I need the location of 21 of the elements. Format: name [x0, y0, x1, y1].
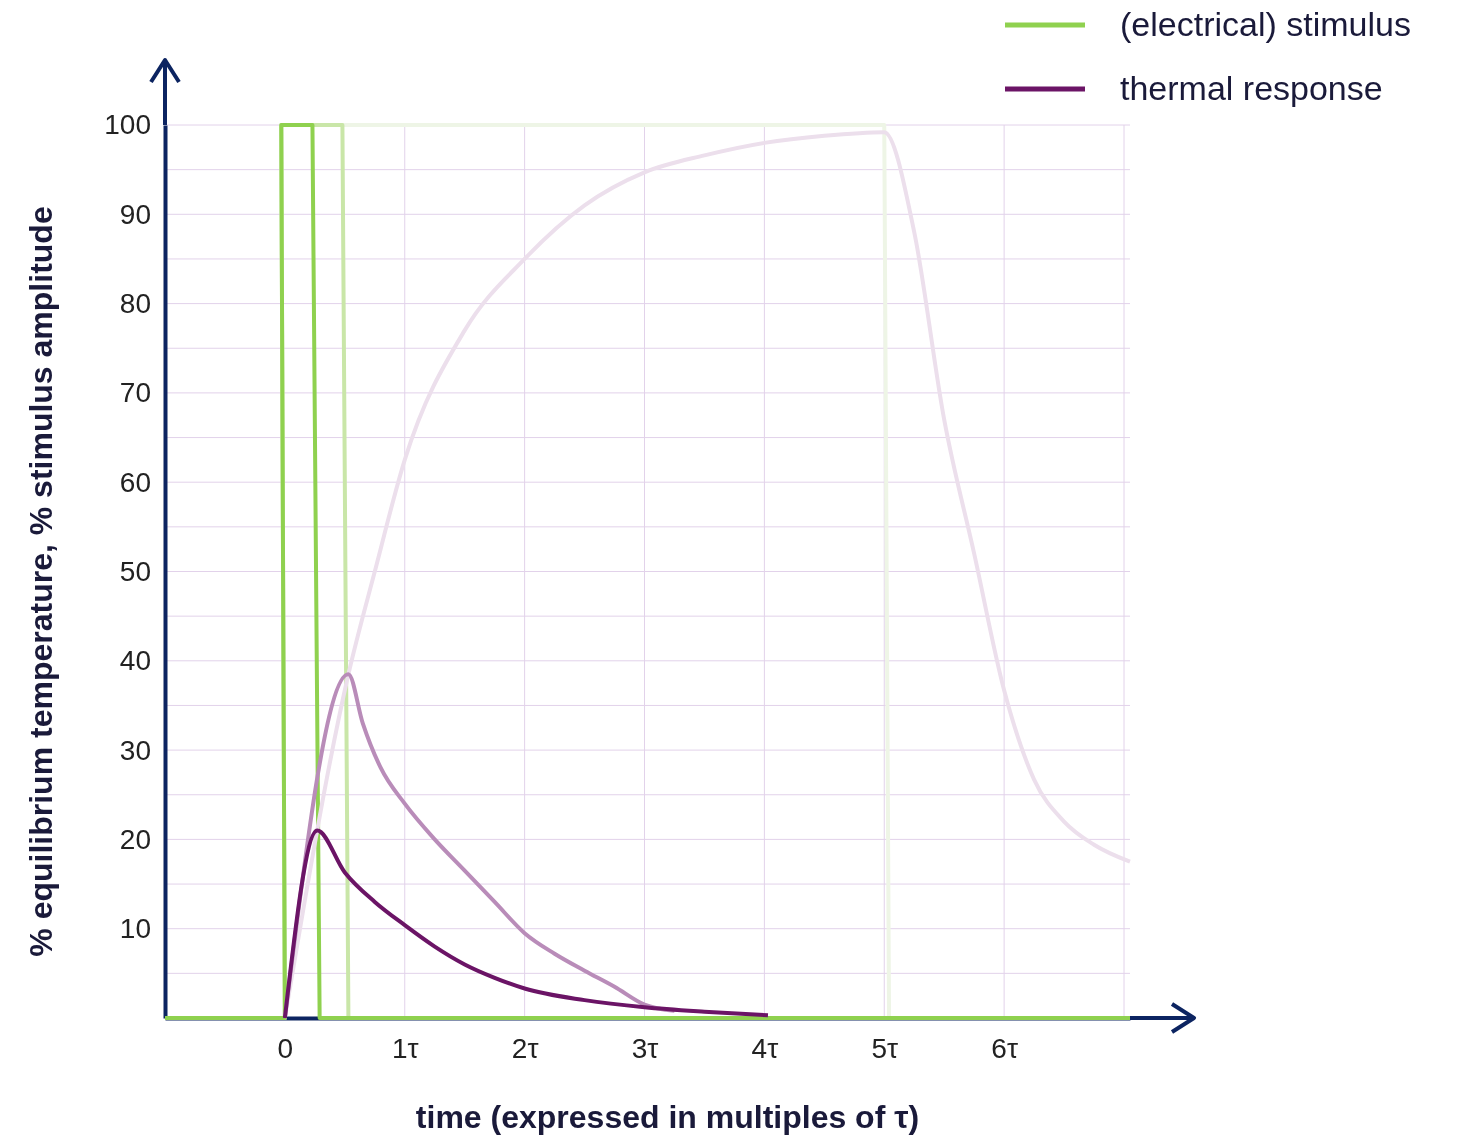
x-tick-label: 6τ: [991, 1032, 1018, 1064]
x-tick-label: 0: [277, 1032, 294, 1064]
y-tick-label: 20: [119, 823, 151, 855]
y-tick-label: 10: [119, 913, 151, 945]
y-tick-label: 50: [119, 555, 151, 587]
x-tick-label: 5τ: [871, 1032, 899, 1064]
x-tick-label: 1τ: [391, 1032, 419, 1064]
y-tick-label: 90: [119, 198, 151, 230]
x-tick-label: 4τ: [751, 1032, 779, 1064]
y-axis-title: % equilibrium temperature, % stimulus amplitude: [23, 206, 59, 957]
y-tick-label: 70: [119, 377, 151, 409]
y-tick-label: 40: [119, 645, 151, 677]
x-tick-label: 3τ: [631, 1032, 659, 1064]
legend-label: (electrical) stimulus: [1120, 5, 1411, 43]
y-tick-label: 60: [119, 466, 151, 498]
legend-label: thermal response: [1120, 69, 1383, 107]
x-tick-label: 2τ: [511, 1032, 539, 1064]
y-tick-label: 100: [104, 109, 151, 141]
y-tick-label: 80: [119, 288, 151, 320]
y-tick-label: 30: [119, 734, 151, 766]
x-axis-title: time (expressed in multiples of τ): [415, 1099, 920, 1135]
